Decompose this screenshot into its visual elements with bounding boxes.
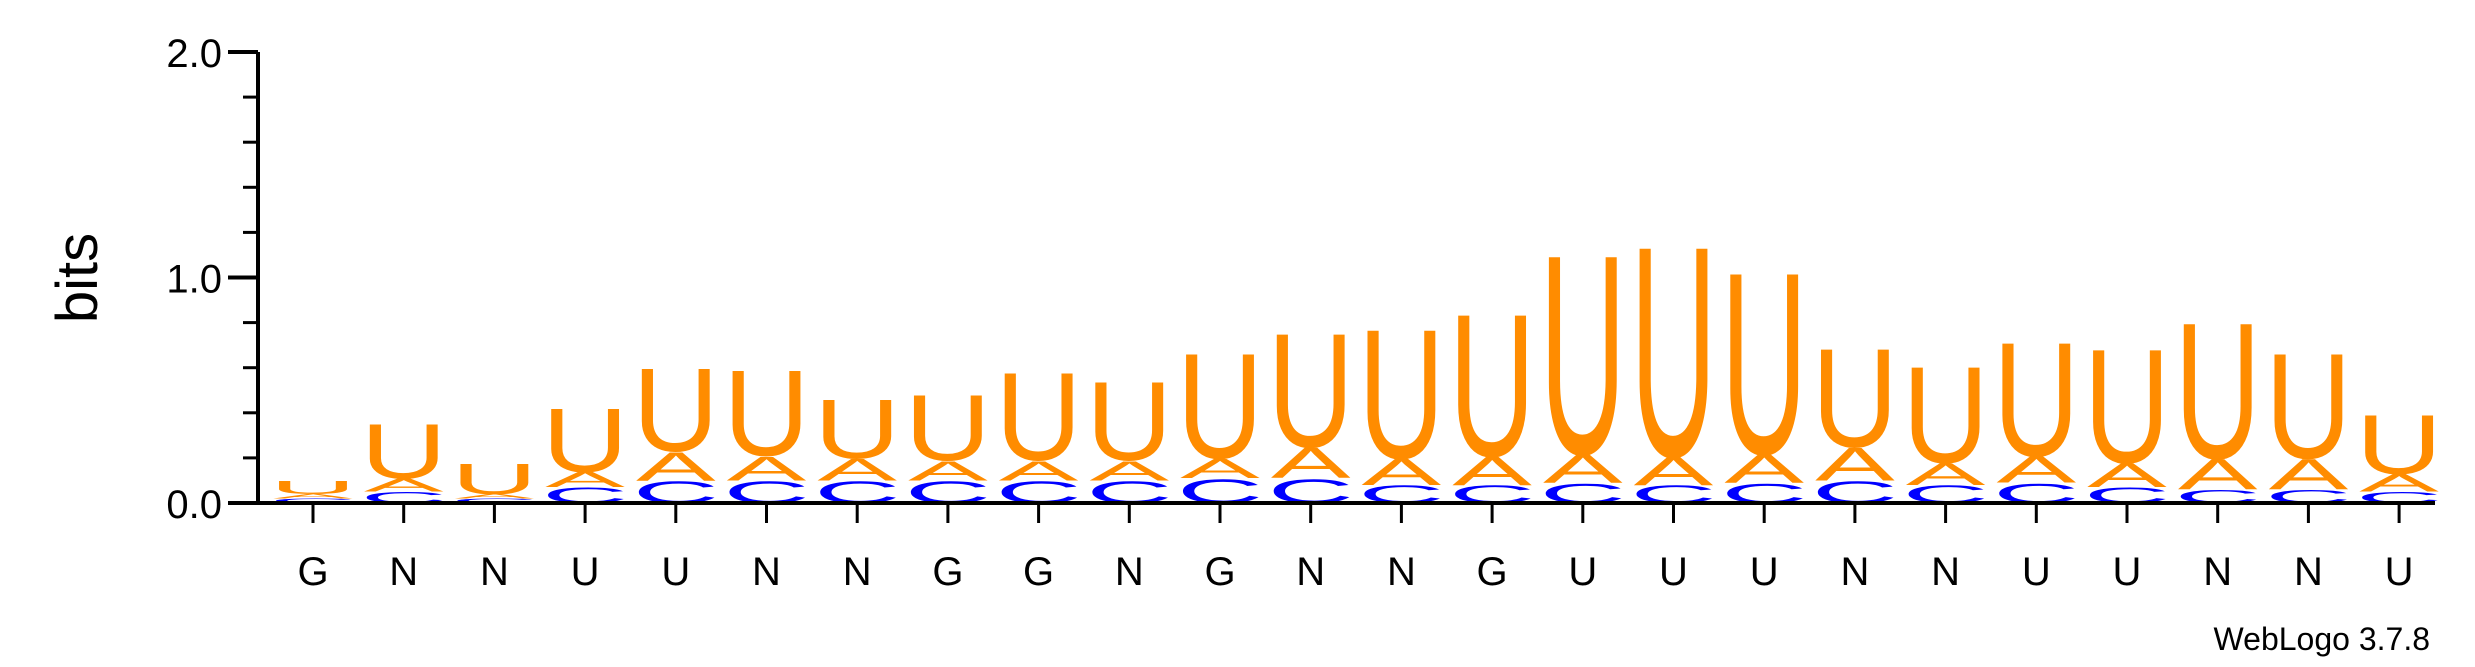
x-tick-label: U bbox=[661, 550, 690, 594]
logo-letter-A: A bbox=[636, 443, 716, 489]
weblogo-credit: WebLogo 3.7.8 bbox=[2214, 621, 2430, 657]
logo-letter-A: A bbox=[2359, 469, 2439, 497]
logo-letter-A: A bbox=[2269, 450, 2349, 499]
x-tick-label: U bbox=[2385, 550, 2414, 594]
logo-letter-U: U bbox=[814, 381, 900, 476]
logo-letter-U: U bbox=[1358, 290, 1444, 497]
x-tick-label: N bbox=[389, 550, 418, 594]
logo-letter-A: A bbox=[999, 455, 1079, 487]
logo-letter-A: A bbox=[817, 452, 898, 487]
logo-letter-U: U bbox=[905, 375, 991, 480]
x-tick-label: N bbox=[1115, 550, 1144, 594]
logo-letter-A: A bbox=[1906, 457, 1987, 492]
logo-letter-U: U bbox=[270, 477, 356, 498]
x-tick-label: U bbox=[1568, 550, 1597, 594]
logo-letter-U: U bbox=[361, 408, 447, 495]
logo-letter-A: A bbox=[1634, 448, 1714, 494]
logo-letter-A: A bbox=[1271, 439, 1351, 488]
logo-letter-A: A bbox=[727, 449, 807, 488]
logo-letter-A: A bbox=[455, 493, 535, 500]
logo-letter-A: A bbox=[1452, 448, 1532, 494]
logo-letter-U: U bbox=[1449, 273, 1535, 500]
x-tick-label: U bbox=[1750, 550, 1779, 594]
logo-letter-U: U bbox=[2175, 283, 2261, 500]
logo-letter-A: A bbox=[1089, 455, 1169, 487]
logo-letter-U: U bbox=[723, 345, 809, 482]
logo-letter-A: A bbox=[1543, 446, 1623, 492]
logo-letter-A: A bbox=[1180, 453, 1260, 485]
x-tick-label: G bbox=[1023, 550, 1054, 594]
logo-letter-A: A bbox=[2087, 456, 2167, 495]
logo-letter-U: U bbox=[633, 344, 719, 477]
x-tick-label: U bbox=[571, 550, 600, 594]
x-tick-label: U bbox=[1659, 550, 1688, 594]
x-tick-label: G bbox=[1204, 550, 1235, 594]
logo-letter-U: U bbox=[2265, 322, 2351, 490]
x-tick-label: N bbox=[2203, 550, 2232, 594]
logo-letter-A: A bbox=[545, 468, 626, 493]
y-ticks: 0.0 1.0 2.0 bbox=[166, 32, 258, 527]
logo-letter-U: U bbox=[1812, 319, 1898, 477]
logo-letter-U: U bbox=[2084, 316, 2170, 497]
logo-letter-U: U bbox=[1086, 358, 1172, 484]
logo-letter-U: U bbox=[1902, 338, 1988, 492]
logo-letter-U: U bbox=[2356, 397, 2442, 492]
logo-letter-U: U bbox=[1993, 310, 2079, 491]
logo-letter-U: U bbox=[1540, 196, 1626, 514]
logo-letter-A: A bbox=[1815, 439, 1895, 491]
y-tick-label: 0.0 bbox=[166, 483, 222, 527]
logo-letter-U: U bbox=[1268, 301, 1354, 482]
x-tick-label: G bbox=[932, 550, 963, 594]
y-tick-label: 2.0 bbox=[166, 32, 222, 76]
logo-letter-U: U bbox=[1721, 218, 1807, 508]
x-tick-label: N bbox=[2294, 550, 2323, 594]
x-tick-label: N bbox=[1387, 550, 1416, 594]
logo-letter-A: A bbox=[364, 475, 444, 496]
x-tick-label: N bbox=[1296, 550, 1325, 594]
logo-letter-U: U bbox=[995, 347, 1081, 487]
x-tick-label: G bbox=[297, 550, 328, 594]
logo-letter-A: A bbox=[2178, 450, 2258, 499]
x-tick-label: N bbox=[480, 550, 509, 594]
logo-letter-A: A bbox=[1996, 449, 2076, 491]
logo-letter-C: C bbox=[270, 497, 356, 504]
logo-letter-A: A bbox=[908, 455, 988, 487]
logo-letter-A: A bbox=[273, 493, 353, 500]
y-axis-label: bits bbox=[45, 233, 110, 323]
x-tick-label: U bbox=[2113, 550, 2142, 594]
x-tick-label: N bbox=[1931, 550, 1960, 594]
x-tick-label: G bbox=[1477, 550, 1508, 594]
x-tick-label: N bbox=[752, 550, 781, 594]
logo-letter-U: U bbox=[1630, 185, 1716, 520]
x-tick-label: N bbox=[1840, 550, 1869, 594]
logo-letter-U: U bbox=[451, 455, 537, 504]
x-tick-label: U bbox=[2022, 550, 2051, 594]
logo-letter-A: A bbox=[1724, 446, 1804, 492]
x-tick-label: N bbox=[843, 550, 872, 594]
logo-letter-A: A bbox=[1362, 451, 1442, 493]
logo-letter-U: U bbox=[542, 390, 628, 491]
logo-letter-U: U bbox=[1177, 322, 1263, 490]
y-tick-label: 1.0 bbox=[166, 258, 222, 302]
logo-letter-C: C bbox=[451, 497, 537, 504]
